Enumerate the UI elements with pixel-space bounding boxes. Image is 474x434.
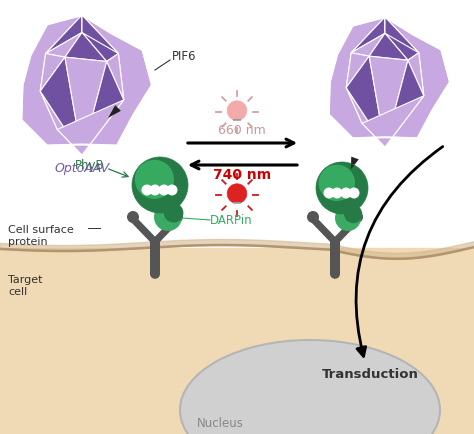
Circle shape bbox=[149, 184, 161, 195]
Polygon shape bbox=[21, 15, 152, 146]
Circle shape bbox=[344, 205, 362, 223]
Polygon shape bbox=[346, 53, 351, 92]
Text: 740 nm: 740 nm bbox=[213, 168, 271, 182]
Polygon shape bbox=[57, 100, 124, 155]
Circle shape bbox=[154, 203, 182, 231]
Polygon shape bbox=[351, 92, 385, 123]
Polygon shape bbox=[150, 219, 182, 242]
Polygon shape bbox=[40, 53, 46, 95]
Circle shape bbox=[340, 187, 352, 198]
Polygon shape bbox=[369, 56, 408, 147]
Text: DARPin: DARPin bbox=[210, 214, 253, 227]
Polygon shape bbox=[385, 60, 424, 147]
Circle shape bbox=[164, 203, 183, 223]
Polygon shape bbox=[351, 17, 385, 92]
Polygon shape bbox=[46, 15, 82, 95]
Text: PIF6: PIF6 bbox=[172, 50, 197, 63]
Polygon shape bbox=[385, 17, 419, 111]
Polygon shape bbox=[82, 62, 124, 155]
Circle shape bbox=[127, 211, 139, 223]
Text: Cell surface
protein: Cell surface protein bbox=[8, 225, 74, 247]
Polygon shape bbox=[369, 33, 408, 60]
Polygon shape bbox=[385, 17, 419, 53]
Polygon shape bbox=[40, 57, 82, 155]
Polygon shape bbox=[346, 88, 385, 147]
Ellipse shape bbox=[180, 340, 440, 434]
Circle shape bbox=[135, 160, 174, 199]
Polygon shape bbox=[107, 53, 124, 100]
Circle shape bbox=[227, 101, 247, 120]
Polygon shape bbox=[40, 91, 57, 129]
Circle shape bbox=[330, 269, 340, 279]
Text: OptoAAV: OptoAAV bbox=[55, 162, 109, 175]
Circle shape bbox=[348, 187, 359, 198]
Circle shape bbox=[150, 269, 160, 279]
Polygon shape bbox=[362, 96, 424, 147]
Text: Transduction: Transduction bbox=[321, 368, 419, 381]
Polygon shape bbox=[65, 33, 107, 62]
Text: PhyB: PhyB bbox=[75, 158, 105, 171]
Polygon shape bbox=[46, 95, 82, 129]
Text: Target
cell: Target cell bbox=[8, 275, 43, 297]
Polygon shape bbox=[408, 53, 424, 96]
Polygon shape bbox=[46, 15, 82, 116]
Polygon shape bbox=[82, 15, 118, 116]
Circle shape bbox=[351, 211, 363, 223]
Bar bbox=[330, 238, 340, 274]
Polygon shape bbox=[82, 53, 124, 116]
Polygon shape bbox=[328, 17, 450, 138]
Polygon shape bbox=[385, 33, 419, 60]
Circle shape bbox=[142, 184, 153, 195]
Text: Nucleus: Nucleus bbox=[197, 417, 244, 430]
Polygon shape bbox=[346, 56, 385, 147]
Polygon shape bbox=[82, 15, 118, 53]
Circle shape bbox=[323, 187, 335, 198]
Circle shape bbox=[166, 184, 177, 195]
FancyBboxPatch shape bbox=[233, 202, 241, 204]
Polygon shape bbox=[46, 33, 82, 57]
FancyBboxPatch shape bbox=[234, 121, 240, 123]
Polygon shape bbox=[308, 219, 340, 242]
Polygon shape bbox=[57, 100, 124, 129]
FancyBboxPatch shape bbox=[233, 119, 241, 122]
Circle shape bbox=[335, 205, 361, 231]
Polygon shape bbox=[351, 17, 385, 53]
Polygon shape bbox=[351, 33, 385, 56]
Polygon shape bbox=[108, 105, 121, 118]
Bar bbox=[150, 238, 160, 274]
Polygon shape bbox=[346, 53, 369, 88]
Polygon shape bbox=[346, 88, 362, 123]
Polygon shape bbox=[82, 33, 118, 62]
Polygon shape bbox=[351, 157, 359, 169]
FancyBboxPatch shape bbox=[234, 204, 240, 206]
Polygon shape bbox=[0, 248, 474, 434]
Text: 660 nm: 660 nm bbox=[218, 124, 266, 137]
Polygon shape bbox=[362, 96, 424, 123]
FancyArrowPatch shape bbox=[356, 147, 443, 356]
Circle shape bbox=[158, 184, 170, 195]
Polygon shape bbox=[128, 219, 160, 242]
Circle shape bbox=[307, 211, 319, 223]
Polygon shape bbox=[385, 53, 424, 111]
Polygon shape bbox=[330, 219, 362, 242]
Circle shape bbox=[316, 162, 368, 214]
Circle shape bbox=[132, 157, 188, 213]
Circle shape bbox=[319, 164, 355, 201]
Polygon shape bbox=[351, 17, 385, 111]
Polygon shape bbox=[40, 91, 82, 155]
Polygon shape bbox=[46, 15, 82, 53]
Circle shape bbox=[331, 187, 343, 198]
Circle shape bbox=[171, 211, 183, 223]
Circle shape bbox=[227, 184, 247, 204]
Polygon shape bbox=[65, 57, 107, 155]
Polygon shape bbox=[40, 53, 65, 91]
